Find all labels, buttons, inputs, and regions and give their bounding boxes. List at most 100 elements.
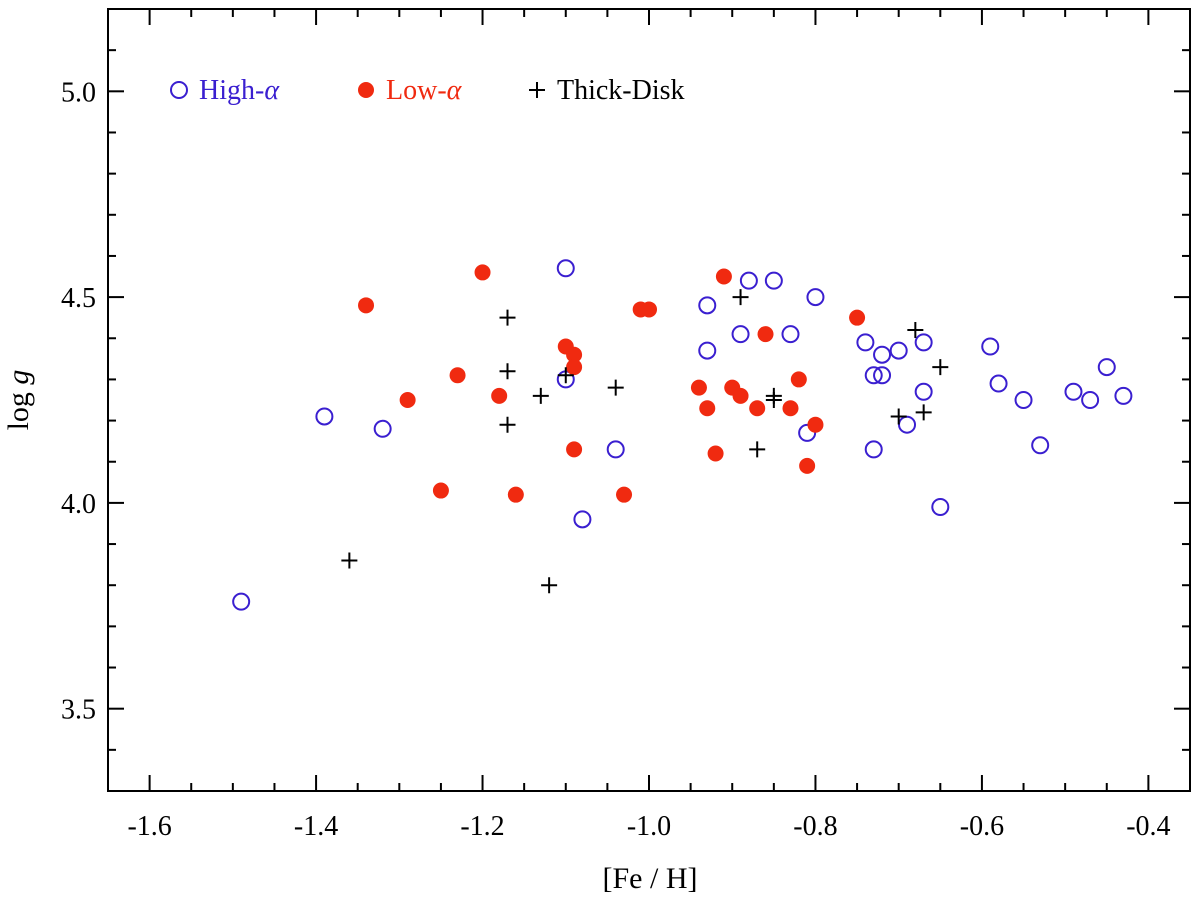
data-point: [889, 341, 908, 360]
x-tick-label: -1.2: [460, 811, 504, 842]
data-point: [715, 268, 732, 285]
data-point: [915, 404, 932, 421]
data-point: [732, 289, 749, 306]
data-point: [1031, 436, 1050, 455]
x-tick-label: -0.6: [960, 811, 1004, 842]
data-point: [849, 309, 866, 326]
data-point: [491, 387, 508, 404]
data-point: [739, 271, 758, 290]
data-point: [864, 366, 883, 385]
data-point: [399, 392, 416, 408]
data-point: [449, 367, 466, 384]
axis-tick-labels: -1.6 -1.4 -1.2 -1.0 -0.8 -0.6 -0.4 3.5 4.0 4.5 5.0: [61, 77, 1171, 842]
data-point: [799, 457, 816, 474]
axis-ticks: [108, 9, 1190, 791]
data-point: [790, 371, 807, 388]
legend-entry: Low-α: [358, 75, 463, 106]
data-point: [499, 363, 516, 380]
data-point: [566, 346, 583, 363]
data-point: [1114, 386, 1133, 405]
data-point: [432, 482, 449, 499]
data-point: [507, 486, 524, 503]
y-tick-label: 5.0: [61, 77, 96, 108]
series-thick-disk: [341, 289, 949, 594]
data-point: [707, 445, 724, 462]
data-point: [698, 341, 717, 360]
data-point: [341, 552, 358, 569]
y-axis-label: log g: [2, 370, 35, 431]
legend-label: Low-α: [386, 75, 463, 106]
data-point: [749, 400, 766, 417]
data-point: [898, 415, 917, 434]
y-tick-label: 3.5: [61, 695, 96, 726]
y-axis-label-variable: g: [2, 370, 35, 385]
x-tick-label: -1.6: [127, 811, 171, 842]
data-point: [1097, 358, 1116, 377]
data-point: [732, 387, 749, 404]
data-point: [1014, 391, 1033, 409]
data-point: [731, 325, 750, 344]
legend-marker: [529, 82, 545, 98]
x-axis-label: [Fe / H]: [603, 862, 698, 895]
data-point: [616, 486, 633, 503]
data-point: [864, 440, 883, 459]
legend-label: High-α: [199, 75, 280, 106]
data-point: [764, 271, 783, 290]
data-point: [749, 441, 766, 458]
data-point: [566, 441, 583, 458]
x-tick-label: -0.4: [1126, 811, 1170, 842]
data-point: [232, 592, 251, 611]
data-point: [757, 326, 774, 343]
legend-entry: High-α: [170, 75, 280, 106]
data-point: [556, 259, 575, 278]
x-tick-label: -1.4: [294, 811, 338, 842]
data-point: [607, 379, 624, 396]
data-point: [765, 392, 782, 408]
data-point: [499, 416, 516, 433]
data-point: [873, 345, 892, 364]
data-point: [914, 382, 933, 401]
legend-label: Thick-Disk: [557, 75, 685, 106]
data-point: [1064, 382, 1083, 401]
y-tick-label: 4.5: [61, 283, 96, 314]
legend-marker: [170, 81, 188, 99]
data-point: [541, 577, 558, 594]
data-point: [890, 408, 907, 425]
data-point: [782, 400, 799, 417]
legend-entry: Thick-Disk: [529, 75, 685, 106]
data-point: [606, 440, 625, 459]
data-point: [907, 322, 924, 339]
data-point: [798, 423, 817, 442]
x-tick-label: -1.0: [627, 811, 671, 842]
data-point: [699, 400, 716, 417]
data-point: [698, 296, 717, 315]
y-tick-label: 4.0: [61, 489, 96, 520]
legend: High-α Low-α Thick-Disk: [170, 75, 685, 106]
data-points: [232, 259, 1133, 611]
data-point: [358, 297, 375, 314]
data-point: [690, 379, 707, 396]
data-point: [373, 419, 392, 438]
series-high-: [232, 259, 1133, 611]
data-point: [315, 407, 334, 426]
data-point: [499, 309, 516, 326]
data-point: [781, 325, 800, 344]
x-tick-label: -0.8: [793, 811, 837, 842]
data-point: [914, 333, 933, 352]
data-point: [474, 264, 491, 281]
data-point: [532, 387, 549, 404]
data-point: [989, 374, 1008, 393]
data-point: [981, 337, 1000, 356]
data-point: [932, 359, 949, 376]
data-point: [1081, 391, 1100, 409]
data-point: [806, 288, 825, 307]
data-point: [931, 498, 950, 517]
data-point: [856, 333, 875, 352]
plot-frame: [107, 8, 1191, 792]
y-axis-label-main: log: [2, 385, 35, 431]
data-point: [641, 301, 657, 318]
data-point: [573, 510, 592, 529]
data-point: [873, 366, 892, 385]
data-point: [557, 367, 574, 384]
